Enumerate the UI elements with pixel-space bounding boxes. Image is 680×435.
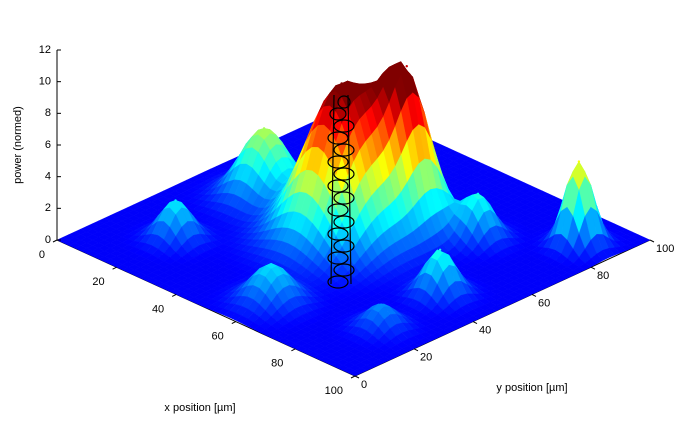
peak xyxy=(174,199,176,201)
y-tick xyxy=(532,294,536,296)
peak xyxy=(406,65,408,67)
x-tick xyxy=(53,240,57,242)
x-tick-label: 100 xyxy=(325,385,343,397)
y-tick-label: 80 xyxy=(597,270,609,282)
x-tick xyxy=(291,349,295,351)
y-tick xyxy=(473,322,477,324)
y-tick xyxy=(591,267,595,269)
peak xyxy=(270,263,272,265)
z-tick-label: 12 xyxy=(39,44,51,56)
peak xyxy=(263,127,265,129)
y-tick-label: 0 xyxy=(361,379,367,391)
peak xyxy=(578,160,580,162)
y-tick xyxy=(650,240,654,242)
x-tick-label: 60 xyxy=(212,331,224,343)
peak xyxy=(477,193,479,195)
y-axis-label: y position [µm] xyxy=(496,382,567,394)
x-tick xyxy=(172,294,176,296)
z-tick-label: 0 xyxy=(45,234,51,246)
y-tick-label: 100 xyxy=(656,243,674,255)
y-tick-label: 20 xyxy=(420,352,432,364)
x-tick xyxy=(351,376,355,378)
z-tick-label: 10 xyxy=(39,76,51,88)
x-axis-label: x position [µm] xyxy=(164,402,235,414)
peak xyxy=(340,82,342,84)
z-tick-label: 6 xyxy=(45,139,51,151)
x-tick-label: 80 xyxy=(271,358,283,370)
z-tick-label: 4 xyxy=(45,171,51,183)
z-tick-label: 8 xyxy=(45,107,51,119)
z-tick-label: 2 xyxy=(45,202,51,214)
y-tick xyxy=(414,349,418,351)
x-tick-label: 20 xyxy=(92,276,104,288)
peak xyxy=(439,249,441,251)
z-axis-label: power (normed) xyxy=(12,106,24,184)
surface xyxy=(57,62,650,376)
y-tick xyxy=(355,376,359,378)
x-tick xyxy=(113,267,117,269)
x-tick-label: 0 xyxy=(39,249,45,261)
y-tick-label: 40 xyxy=(479,325,491,337)
x-tick-label: 40 xyxy=(152,303,164,315)
y-tick-label: 60 xyxy=(538,297,550,309)
x-tick xyxy=(232,322,236,324)
peak xyxy=(380,303,382,305)
